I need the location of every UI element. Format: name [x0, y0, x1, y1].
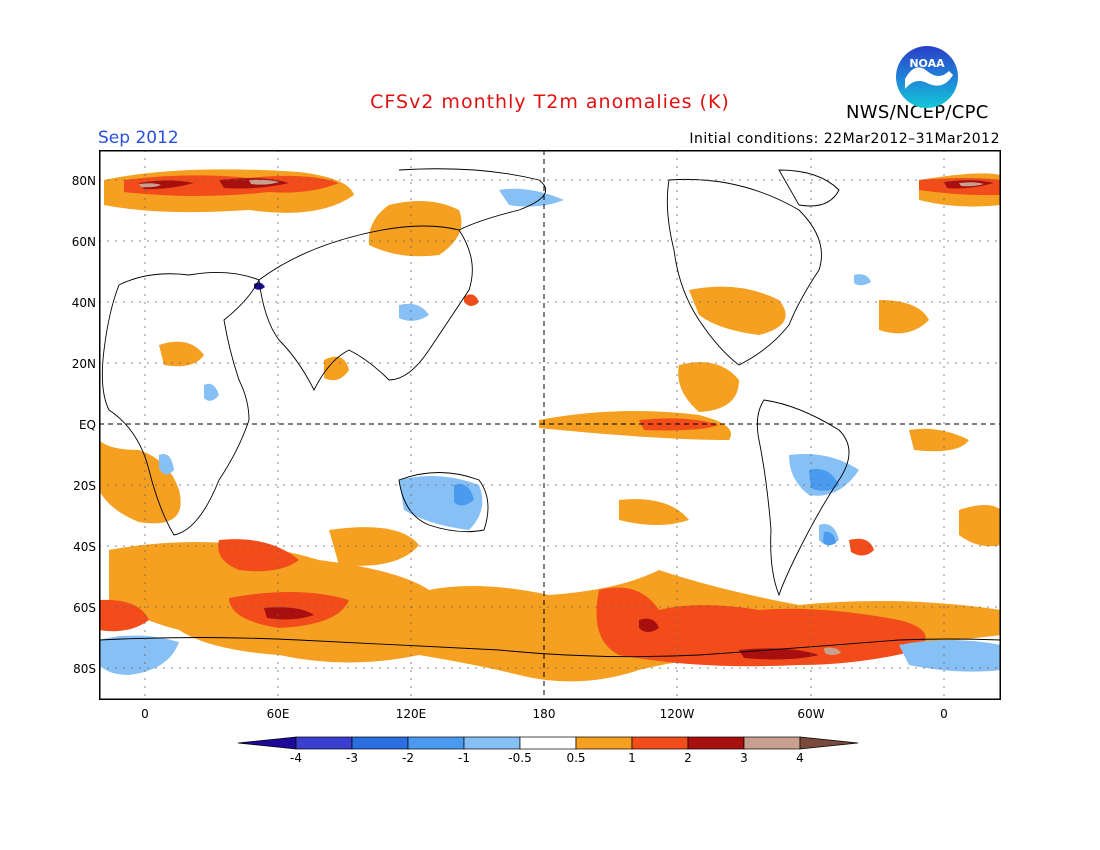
- colorbar-tick-label: 3: [740, 751, 748, 765]
- colorbar-cell: [519, 736, 577, 750]
- forecast-period: Sep 2012: [98, 128, 179, 148]
- lon-label: 120W: [659, 707, 695, 721]
- initial-conditions: Initial conditions: 22Mar2012–31Mar2012: [689, 131, 1000, 147]
- lon-label: 60W: [797, 707, 825, 721]
- positive-anomaly-regions: [99, 169, 1001, 682]
- lon-label: 120E: [395, 707, 427, 721]
- colorbar-tick-label: -4: [290, 751, 302, 765]
- lat-label: 20N: [71, 357, 96, 371]
- lat-label: 40N: [71, 296, 96, 310]
- colorbar: [238, 736, 859, 750]
- colorbar-tick-label: -0.5: [508, 751, 532, 765]
- colorbar-cell: [687, 736, 745, 750]
- lon-label: 0: [940, 707, 948, 721]
- colorbar-tick-label: 4: [796, 751, 804, 765]
- lat-label: 60S: [73, 601, 96, 615]
- colorbar-cell: [463, 736, 521, 750]
- lon-label: 0: [141, 707, 149, 721]
- anomaly-map: [99, 150, 1001, 700]
- colorbar-cell: [799, 736, 859, 750]
- colorbar-cell: [575, 736, 633, 750]
- colorbar-tick-label: -1: [458, 751, 470, 765]
- colorbar-tick-label: 1: [628, 751, 636, 765]
- colorbar-cell: [407, 736, 465, 750]
- coastlines: [99, 168, 1001, 658]
- agency-label: NWS/NCEP/CPC: [846, 102, 989, 123]
- lat-label: 40S: [73, 540, 96, 554]
- lat-label: 20S: [73, 479, 96, 493]
- colorbar-cell: [238, 736, 297, 750]
- lat-label: 80S: [73, 662, 96, 676]
- extreme-positive-anomaly-regions: [139, 179, 984, 655]
- lat-label: 80N: [71, 174, 96, 188]
- lat-label: EQ: [78, 418, 96, 432]
- strong-negative-anomaly-regions: [454, 469, 839, 546]
- map-title-text: CFSv2 monthly T2m anomalies (K): [370, 91, 730, 113]
- map-title: CFSv2 monthly T2m anomalies (K): [0, 91, 1100, 113]
- colorbar-tick-label: -2: [402, 751, 414, 765]
- colorbar-tick-label: 0.5: [566, 751, 586, 765]
- colorbar-cell: [295, 736, 353, 750]
- lat-label: 60N: [71, 235, 96, 249]
- equator-dateline: [99, 150, 1001, 700]
- colorbar-cell: [351, 736, 409, 750]
- noaa-logo-text: NOAA: [909, 57, 945, 70]
- colorbar-tick-label: -3: [346, 751, 358, 765]
- colorbar-tick-label: 2: [684, 751, 692, 765]
- colorbar-cell: [743, 736, 801, 750]
- noaa-logo-icon: NOAA: [896, 46, 958, 108]
- colorbar-cell: [631, 736, 689, 750]
- lon-label: 180: [532, 707, 556, 721]
- lon-label: 60E: [266, 707, 290, 721]
- map-frame: [99, 150, 1001, 700]
